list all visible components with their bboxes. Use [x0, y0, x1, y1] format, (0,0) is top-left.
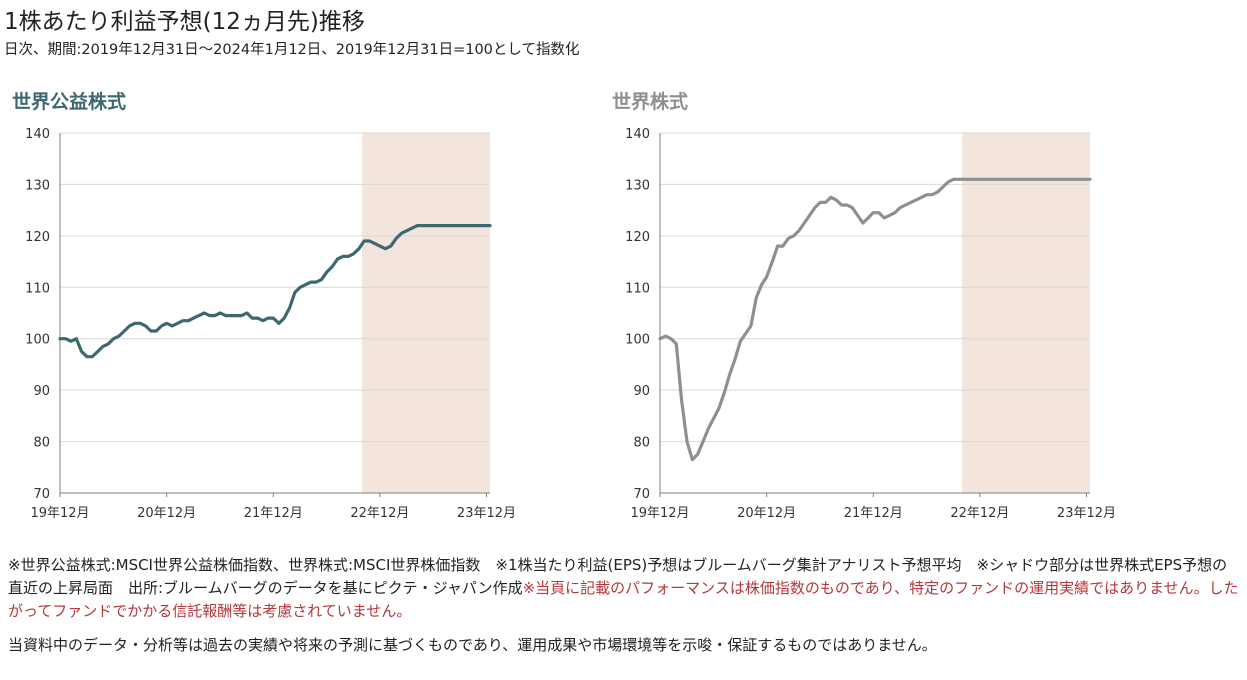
y-tick-label: 120: [625, 230, 650, 245]
chart-global-equities: 世界株式 70 80 90 100 110 120 130 140 19年12月 20年12月 21年…: [608, 88, 1128, 528]
x-tick-label: 22年12月: [350, 506, 409, 521]
chart-title: 世界株式: [612, 90, 688, 113]
y-tick-label: 140: [25, 127, 50, 142]
chart-svg: 世界公益株式 70 80 90 100 110 120 130 140 19年12月 20年12月 2…: [12, 90, 516, 521]
series-line: [658, 177, 1092, 462]
y-tick-label: 70: [633, 487, 650, 502]
x-tick-label: 23年12月: [1057, 506, 1116, 521]
footnotes: ※世界公益株式:MSCI世界公益株価指数、世界株式:MSCI世界株価指数 ※1株…: [8, 554, 1240, 623]
disclaimer: 当資料中のデータ・分析等は過去の実績や将来の予測に基づくものであり、運用成果や市…: [8, 636, 937, 654]
x-tick-label: 20年12月: [137, 506, 196, 521]
chart-global-utilities: 世界公益株式 70 80 90 100 110 120 130 140 19年12月 20年12月 2…: [8, 88, 528, 528]
y-tick-label: 80: [33, 436, 50, 451]
y-tick-label: 100: [625, 333, 650, 348]
y-tick-label: 110: [625, 281, 650, 296]
footnote-sources: ※世界公益株式:MSCI世界公益株価指数、世界株式:MSCI世界株価指数 ※1株…: [8, 556, 1228, 597]
x-tick-label: 19年12月: [30, 506, 89, 521]
y-tick-label: 90: [33, 384, 50, 399]
x-tick-label: 20年12月: [737, 506, 796, 521]
y-tick-label: 70: [33, 487, 50, 502]
shaded-region: [362, 133, 490, 493]
chart-svg: 世界株式 70 80 90 100 110 120 130 140 19年12月 20年12月 21年…: [612, 90, 1116, 521]
y-tick-label: 130: [625, 178, 650, 193]
x-tick-label: 19年12月: [630, 506, 689, 521]
page-subtitle: 日次、期間:2019年12月31日～2024年1月12日、2019年12月31日…: [4, 42, 580, 58]
x-tick-label: 21年12月: [844, 506, 903, 521]
x-tick-label: 23年12月: [457, 506, 516, 521]
page-title: 1株あたり利益予想(12ヵ月先)推移: [4, 9, 365, 35]
x-tick-label: 22年12月: [950, 506, 1009, 521]
y-tick-label: 120: [25, 230, 50, 245]
y-tick-label: 110: [25, 281, 50, 296]
y-tick-label: 80: [633, 436, 650, 451]
shaded-region: [962, 133, 1090, 493]
y-tick-label: 100: [25, 333, 50, 348]
chart-title: 世界公益株式: [12, 90, 126, 113]
y-tick-label: 90: [633, 384, 650, 399]
series-line: [58, 224, 492, 359]
x-tick-label: 21年12月: [244, 506, 303, 521]
y-tick-label: 130: [25, 178, 50, 193]
y-tick-label: 140: [625, 127, 650, 142]
footnote-performance-warning: ※当頁に記載のパフォーマンスは株価指数のものであり、特定のファンドの運用実績では…: [8, 579, 1239, 620]
